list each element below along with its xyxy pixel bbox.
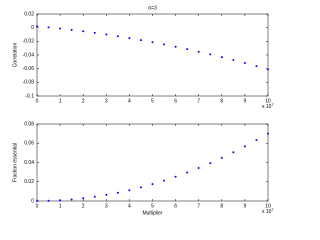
point: [255, 139, 258, 142]
y-tick-label: 0.08: [24, 121, 34, 127]
x-tick-label: 6: [174, 203, 177, 209]
x-tick-label: 0: [36, 98, 39, 104]
point: [163, 179, 166, 182]
x-tick-label: 5: [151, 98, 154, 104]
point: [209, 162, 212, 165]
point: [70, 198, 73, 201]
x-tick-label: 1: [59, 98, 62, 104]
point: [163, 43, 166, 46]
chart-title: α=3: [148, 5, 157, 11]
point: [82, 197, 85, 200]
point: [47, 199, 50, 202]
point: [59, 27, 62, 30]
x-tick-label: 4: [128, 203, 131, 209]
exponent-base: x 10: [262, 104, 272, 110]
x-tick-label: 1: [59, 203, 62, 209]
y-tick-label: 0.02: [24, 11, 34, 17]
x-tick-label: 9: [244, 98, 247, 104]
x-tick-label: 3: [105, 98, 108, 104]
exponent-power: 7: [271, 207, 274, 212]
x-tick-label: 9: [244, 203, 247, 209]
point: [59, 199, 62, 202]
point: [232, 151, 235, 154]
point: [267, 132, 269, 135]
exponent-power: 7: [271, 102, 274, 107]
point: [243, 145, 246, 148]
y-tick-label: -0.04: [23, 52, 35, 58]
x-tick-label: 0: [36, 203, 39, 209]
x-tick-label: 8: [220, 98, 223, 104]
y-axis-label: Correlation: [12, 43, 18, 68]
point: [151, 41, 154, 44]
point: [186, 171, 189, 174]
x-tick-label: 3: [105, 203, 108, 209]
point: [255, 65, 258, 68]
point: [36, 25, 38, 28]
page: 0 1 2 3 4 5 6 7 8 9 10 -0.1 -0.08 -0.06 -0.04 -0.02 0 0.0…: [12, 5, 275, 217]
y-tick-label: 0.06: [24, 141, 34, 147]
x-tick-label: 2: [82, 203, 85, 209]
figure: 0 1 2 3 4 5 6 7 8 9 10-0.1-0.08-0.06-0.04-0.0200.0…: [12, 5, 274, 216]
point: [70, 28, 73, 31]
point: [197, 50, 200, 53]
x-tick-label: 10: [265, 203, 271, 209]
point: [209, 53, 212, 56]
y-tick-label: -0.02: [23, 39, 35, 45]
y-axis-label: Fraction essential: [12, 143, 18, 182]
point: [105, 193, 108, 196]
point: [116, 35, 119, 38]
point: [128, 189, 131, 192]
point: [186, 48, 189, 51]
x-axis-label: Multiplier: [142, 210, 162, 216]
point: [139, 39, 142, 42]
point: [128, 37, 131, 40]
y-tick-label: 0: [31, 25, 34, 31]
point: [105, 33, 108, 36]
point: [151, 183, 154, 186]
y-tick-label: -0.08: [23, 80, 35, 86]
x-tick-label: 8: [220, 203, 223, 209]
point: [174, 45, 177, 48]
y-tick-label: 0.04: [24, 160, 34, 166]
point: [47, 26, 50, 29]
x-tick-label: 6: [174, 98, 177, 104]
point: [116, 191, 119, 194]
point: [232, 58, 235, 61]
point: [139, 186, 142, 189]
y-tick-label: -0.06: [23, 66, 35, 72]
y-tick-label: 0.02: [24, 179, 34, 185]
point: [36, 200, 38, 202]
x-tick-label: 7: [197, 98, 200, 104]
point: [267, 68, 269, 71]
point: [93, 195, 96, 198]
point: [220, 156, 223, 159]
y-tick-label: 0: [31, 198, 34, 204]
x-tick-label: 2: [82, 98, 85, 104]
point: [243, 61, 246, 64]
point: [197, 166, 200, 169]
x-exponent-label: x 107: [262, 102, 274, 110]
x-tick-label: 4: [128, 98, 131, 104]
axes-box: [36, 123, 269, 202]
x-tick-label: 10: [265, 98, 271, 104]
point: [82, 30, 85, 33]
point: [174, 175, 177, 178]
axes-box: [36, 13, 269, 97]
x-tick-label: 7: [197, 203, 200, 209]
point: [93, 31, 96, 34]
exponent-base: x 10: [262, 209, 272, 215]
x-exponent-label: x 107: [262, 207, 274, 215]
x-tick-label: 5: [151, 203, 154, 209]
y-tick-label: -0.1: [25, 93, 34, 99]
point: [220, 56, 223, 59]
